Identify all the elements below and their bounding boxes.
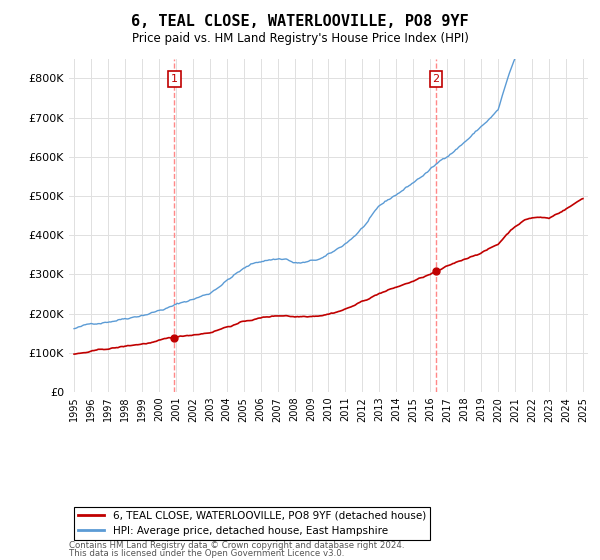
Text: Price paid vs. HM Land Registry's House Price Index (HPI): Price paid vs. HM Land Registry's House … [131, 32, 469, 45]
Legend: 6, TEAL CLOSE, WATERLOOVILLE, PO8 9YF (detached house), HPI: Average price, deta: 6, TEAL CLOSE, WATERLOOVILLE, PO8 9YF (d… [74, 507, 430, 540]
Text: 6, TEAL CLOSE, WATERLOOVILLE, PO8 9YF: 6, TEAL CLOSE, WATERLOOVILLE, PO8 9YF [131, 14, 469, 29]
Text: 1: 1 [171, 74, 178, 84]
Text: This data is licensed under the Open Government Licence v3.0.: This data is licensed under the Open Gov… [69, 549, 344, 558]
Text: 2: 2 [433, 74, 439, 84]
Text: Contains HM Land Registry data © Crown copyright and database right 2024.: Contains HM Land Registry data © Crown c… [69, 541, 404, 550]
